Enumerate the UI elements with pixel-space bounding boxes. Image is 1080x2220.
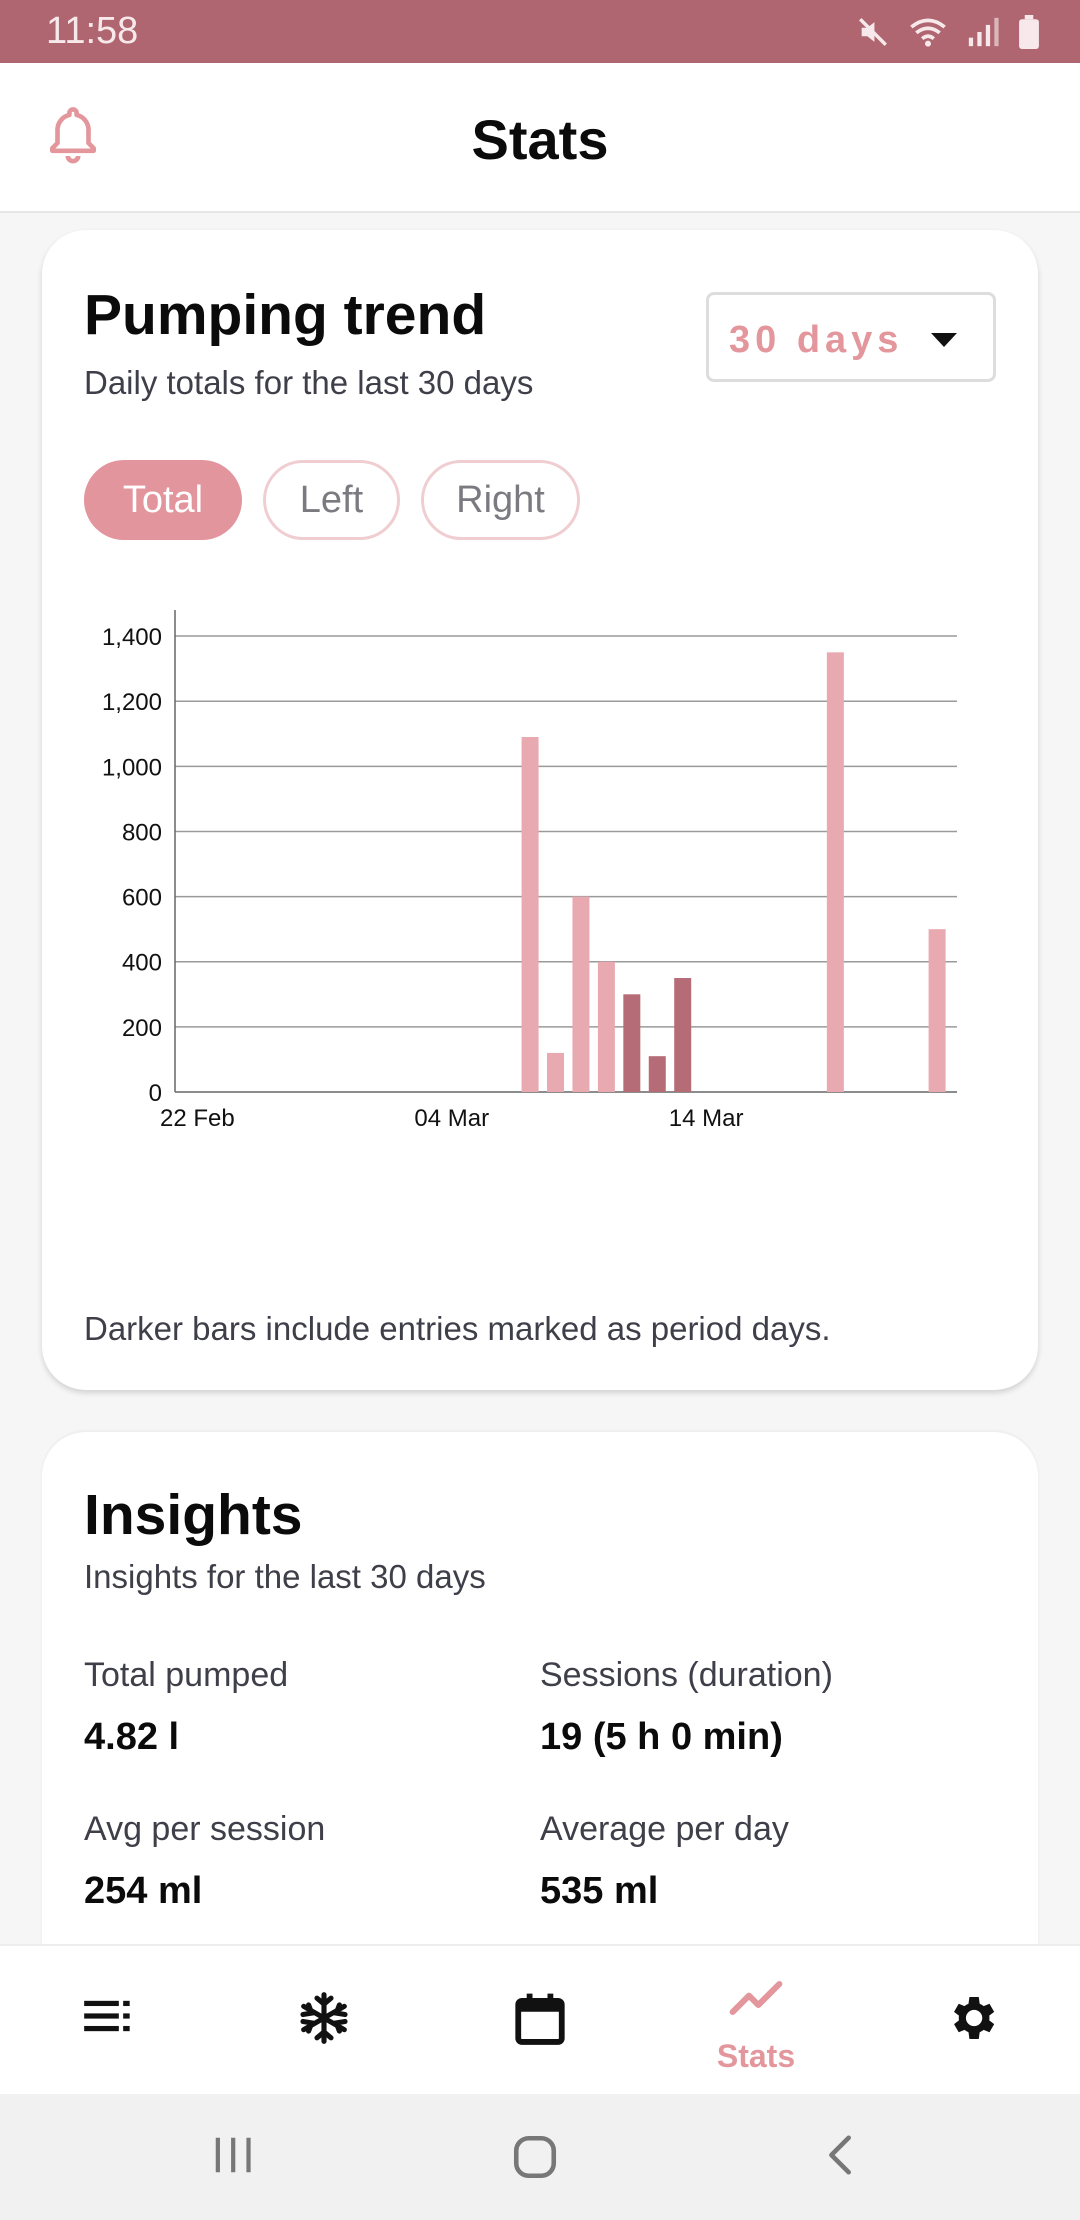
trend-icon xyxy=(729,1980,783,2016)
range-dropdown-value: 30 days xyxy=(729,319,904,361)
app-bar: Stats xyxy=(0,63,1080,213)
chip-total[interactable]: Total xyxy=(84,460,242,540)
insights-title: Insights xyxy=(84,1483,303,1547)
stat-label-avg-day: Average per day xyxy=(540,1810,789,1848)
battery-icon xyxy=(1019,15,1039,49)
bar xyxy=(826,652,844,1092)
trend-subtitle: Daily totals for the last 30 days xyxy=(84,364,534,401)
y-tick-label: 1,200 xyxy=(102,689,162,716)
bar xyxy=(547,1052,565,1092)
y-tick-label: 600 xyxy=(122,885,162,912)
status-time: 11:58 xyxy=(46,10,139,52)
nav-item-stats[interactable]: Stats xyxy=(648,1946,864,2096)
y-tick-label: 0 xyxy=(149,1080,162,1107)
system-navigation-bar xyxy=(0,2094,1080,2220)
insights-card: Insights Insights for the last 30 days T… xyxy=(42,1432,1038,1992)
status-bar: 11:58 xyxy=(0,0,1080,63)
x-tick-label: 22 Feb xyxy=(160,1105,235,1132)
nav-item-list[interactable] xyxy=(0,1946,216,2096)
chip-left[interactable]: Left xyxy=(263,460,400,540)
calendar-icon xyxy=(515,1993,565,2045)
nav-item-stats-label: Stats xyxy=(716,2038,796,2074)
bar xyxy=(521,737,539,1092)
bell-icon[interactable] xyxy=(42,103,104,165)
stat-value-sessions: 19 (5 h 0 min) xyxy=(540,1716,783,1758)
bar-period xyxy=(623,994,641,1092)
stat-label-avg-session: Avg per session xyxy=(84,1810,326,1848)
bar xyxy=(928,929,946,1092)
y-tick-label: 800 xyxy=(122,819,162,846)
trend-title: Pumping trend xyxy=(84,283,487,347)
pumping-trend-card: Pumping trend Daily totals for the last … xyxy=(42,230,1038,1390)
caret-down-icon xyxy=(931,333,957,347)
stat-value-total-pumped: 4.82 l xyxy=(84,1716,180,1758)
page-title: Stats xyxy=(471,108,609,171)
range-dropdown[interactable]: 30 days xyxy=(706,292,996,382)
bar xyxy=(572,896,590,1092)
bar xyxy=(597,961,615,1092)
signal-icon xyxy=(968,17,999,47)
stat-label-sessions: Sessions (duration) xyxy=(540,1656,833,1694)
x-tick-label: 14 Mar xyxy=(669,1105,744,1132)
recent-apps-icon[interactable] xyxy=(210,2132,256,2178)
bar-period xyxy=(674,978,692,1092)
nav-item-settings[interactable] xyxy=(864,1946,1080,2096)
y-tick-label: 400 xyxy=(122,950,162,977)
chip-right[interactable]: Right xyxy=(421,460,580,540)
y-tick-label: 1,000 xyxy=(102,754,162,781)
gear-icon xyxy=(954,1997,995,2039)
list-icon xyxy=(84,2000,130,2032)
snowflake-icon xyxy=(300,1992,348,2044)
period-note: Darker bars include entries marked as pe… xyxy=(84,1310,831,1347)
home-icon[interactable] xyxy=(510,2132,560,2182)
bar-period xyxy=(648,1056,666,1092)
bottom-navigation: Stats xyxy=(0,1944,1080,2096)
stat-value-avg-day: 535 ml xyxy=(540,1870,659,1912)
trend-chart: 0 200 400 600 800 1,000 1,200 1,400 22 Feb 04 Mar… xyxy=(102,610,957,1132)
y-tick-label: 1,400 xyxy=(102,624,162,651)
nav-item-calendar[interactable] xyxy=(432,1946,648,2096)
back-icon[interactable] xyxy=(818,2132,864,2178)
x-tick-label: 04 Mar xyxy=(414,1105,489,1132)
insights-subtitle: Insights for the last 30 days xyxy=(84,1558,486,1595)
stat-value-avg-session: 254 ml xyxy=(84,1870,203,1912)
status-icons xyxy=(856,12,1040,52)
y-tick-label: 200 xyxy=(122,1015,162,1042)
wifi-icon xyxy=(910,18,946,47)
stat-label-total-pumped: Total pumped xyxy=(84,1656,289,1694)
nav-item-freezer[interactable] xyxy=(216,1946,432,2096)
mute-icon xyxy=(859,18,887,46)
